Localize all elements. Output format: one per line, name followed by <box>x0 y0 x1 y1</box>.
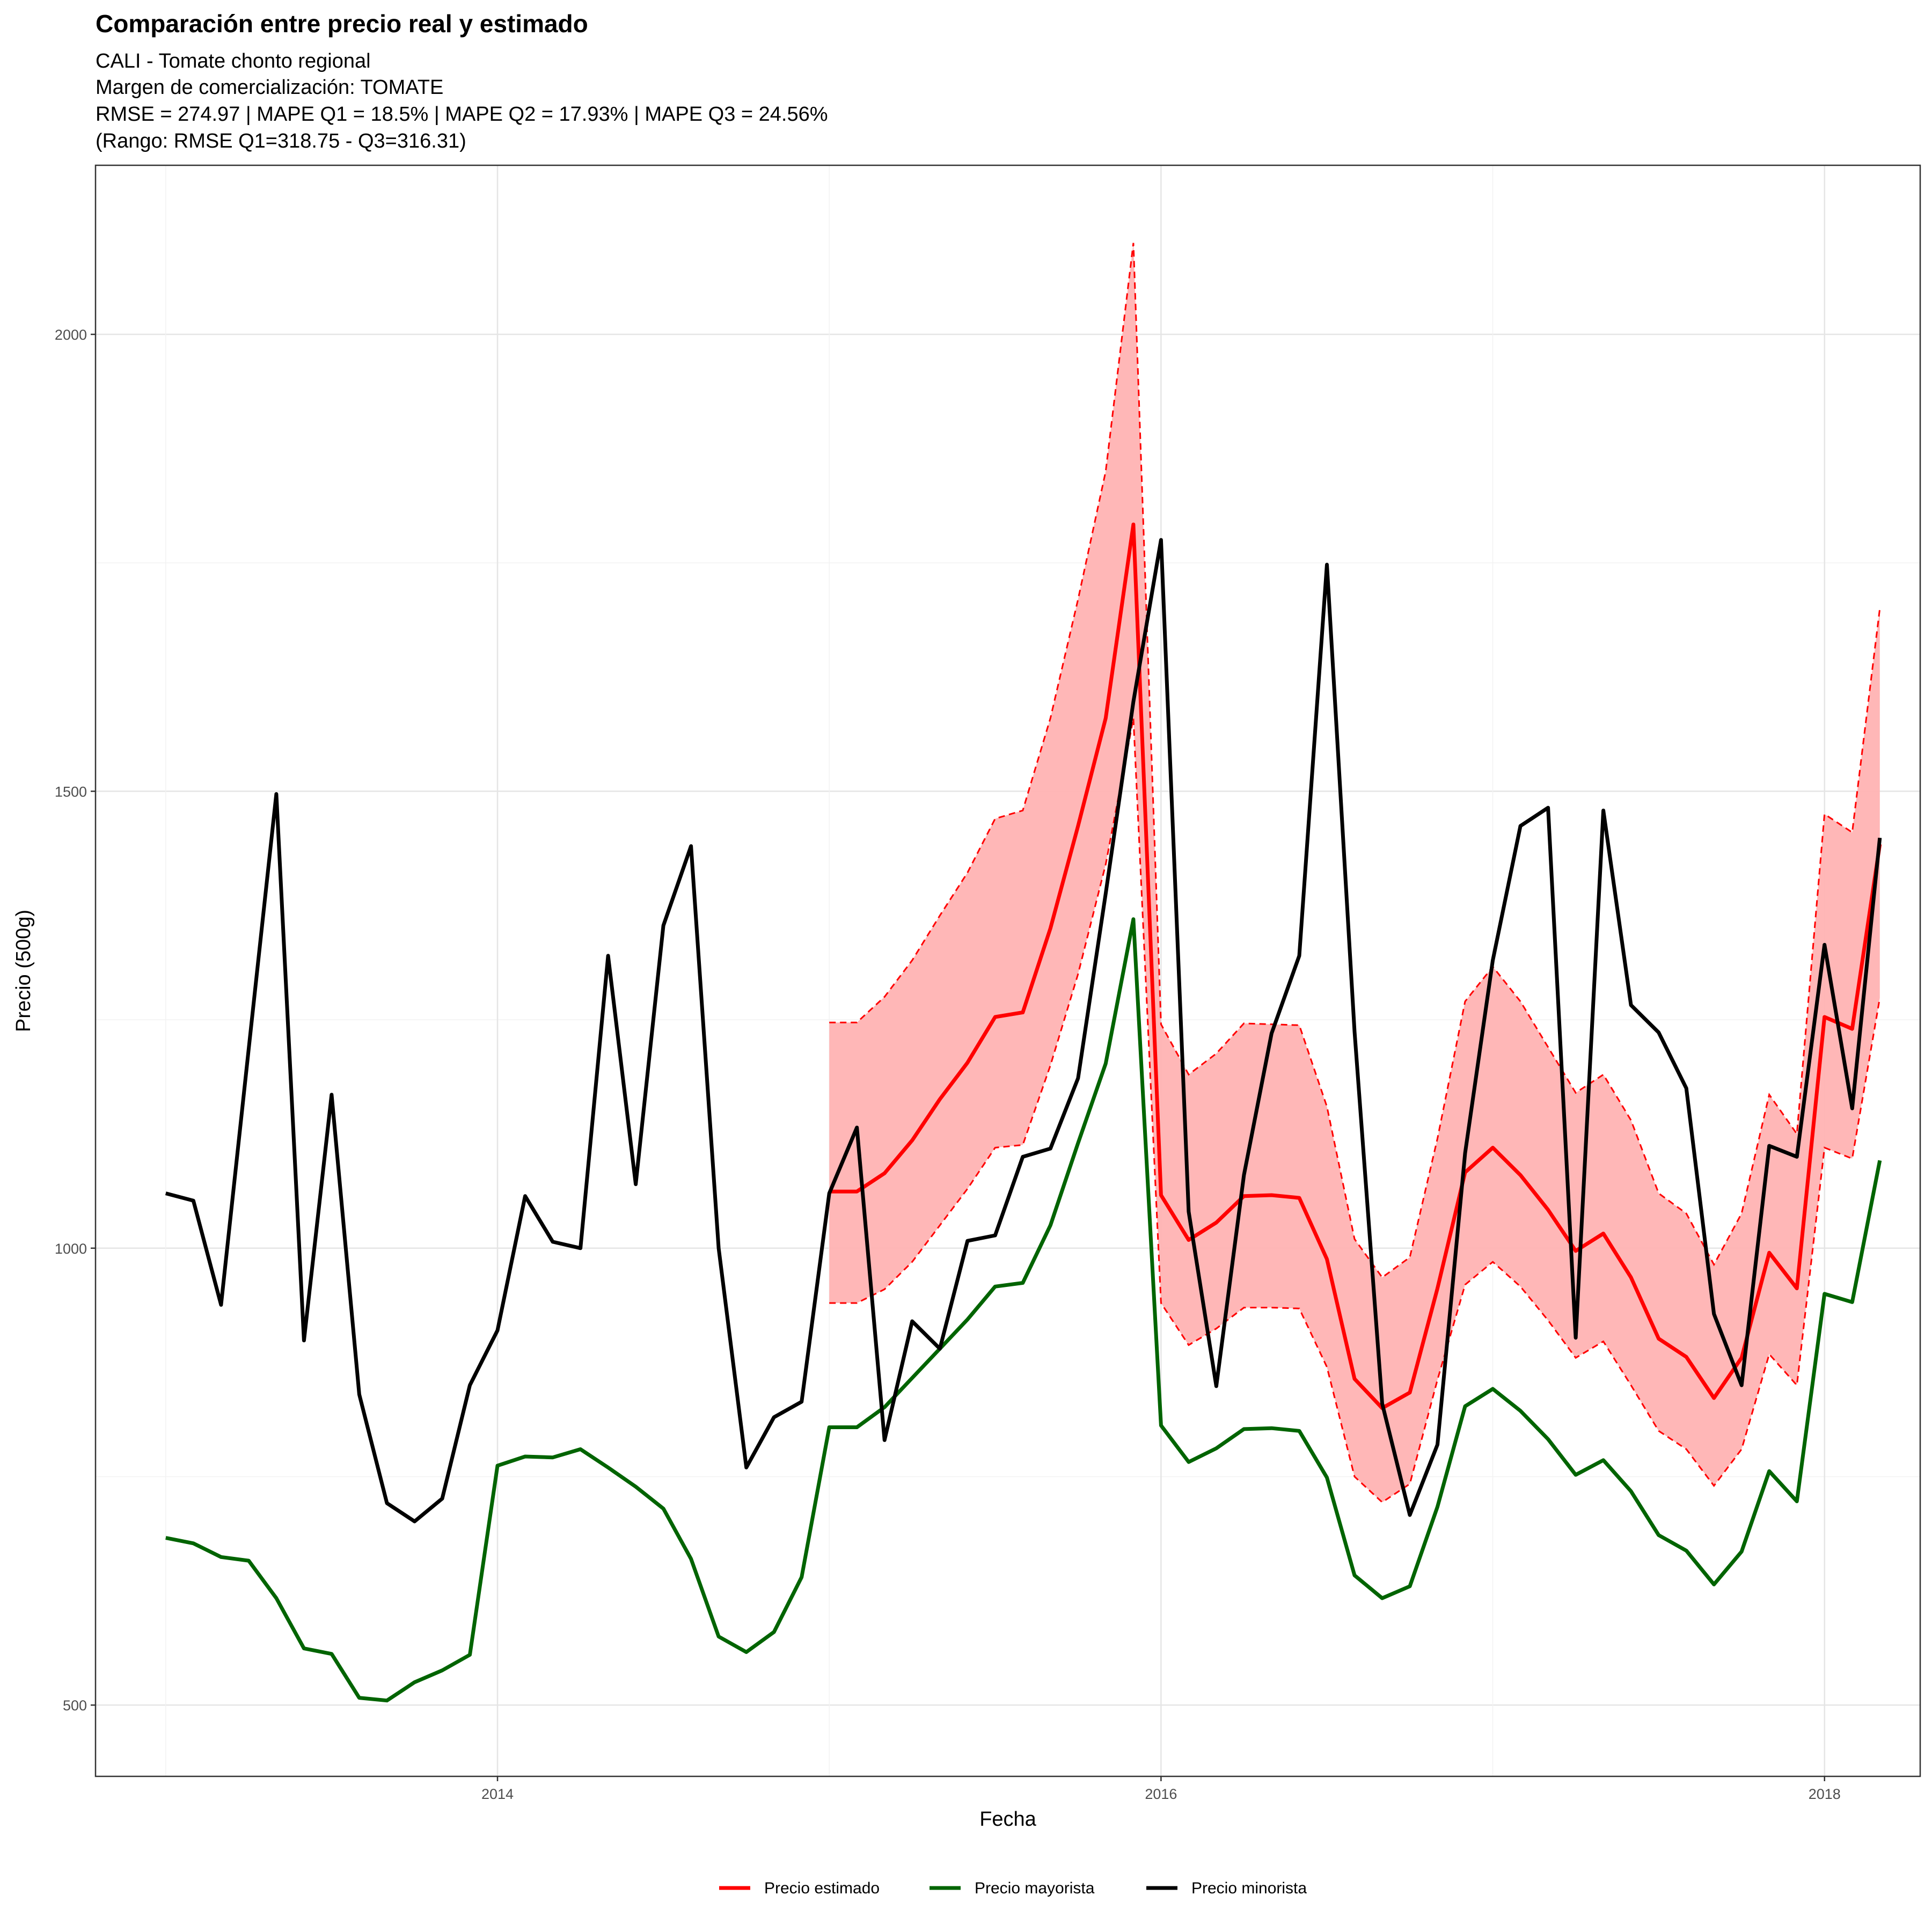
band-area <box>829 243 1880 1503</box>
y-tick-label: 2000 <box>55 327 87 343</box>
panel-border <box>94 164 1921 1777</box>
y-axis-title: Precio (500g) <box>12 910 35 1032</box>
series-lines <box>165 522 1882 1703</box>
series-line-precio-estimado <box>829 522 1882 1410</box>
subtitle-line-4: (Rango: RMSE Q1=318.75 - Q3=316.31) <box>96 130 466 152</box>
legend-label: Precio estimado <box>764 1879 880 1897</box>
legend-label: Precio minorista <box>1191 1879 1307 1897</box>
y-tick-label: 500 <box>63 1697 87 1714</box>
x-tick-label: 2014 <box>481 1786 514 1802</box>
x-tick-label: 2018 <box>1809 1786 1841 1802</box>
subtitle-line-2: Margen de comercialización: TOMATE <box>96 76 443 99</box>
subtitle-line-1: CALI - Tomate chonto regional <box>96 50 371 72</box>
subtitle-line-3: RMSE = 274.97 | MAPE Q1 = 18.5% | MAPE Q… <box>96 103 828 126</box>
legend: Precio estimado Precio mayorista Precio mi… <box>719 1879 1307 1897</box>
confidence-band <box>829 243 1881 1504</box>
chart-title: Comparación entre precio real y estimado <box>96 10 588 38</box>
series-line-precio-mayorista <box>165 917 1882 1703</box>
band-lower-line <box>829 718 1881 1504</box>
series-line-precio-minorista <box>165 538 1882 1524</box>
x-axis-title: Fecha <box>979 1808 1036 1831</box>
x-tick-label: 2016 <box>1145 1786 1177 1802</box>
axis-ticks: 500 1000 1500 2000 2014 2016 2018 <box>55 327 1841 1802</box>
y-tick-label: 1000 <box>55 1241 87 1257</box>
legend-label: Precio mayorista <box>975 1879 1095 1897</box>
y-tick-label: 1500 <box>55 784 87 800</box>
band-upper-line <box>829 243 1881 1279</box>
